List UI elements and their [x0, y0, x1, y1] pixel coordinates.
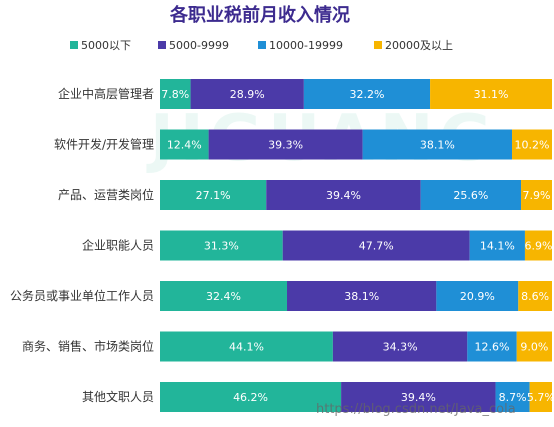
value-label-5-3: 9.0% [520, 341, 548, 354]
bar-segment-2-0 [160, 180, 267, 210]
value-label-0-3: 31.1% [474, 88, 509, 101]
chart-title: 各职业税前月收入情况 [169, 4, 350, 26]
bar-segment-1-2 [362, 129, 513, 160]
bar-segment-0-3 [430, 79, 552, 109]
legend-label-3: 20000及以上 [385, 39, 453, 52]
value-label-5-2: 12.6% [475, 341, 510, 354]
value-label-4-3: 8.6% [521, 290, 549, 303]
legend-swatch-2 [258, 41, 266, 49]
legend: 5000以下 5000-9999 10000-19999 20000及以上 [70, 39, 453, 52]
value-label-5-0: 44.1% [229, 341, 264, 354]
category-label-0: 企业中高层管理者 [58, 86, 154, 101]
bar-segment-6-1 [341, 382, 496, 412]
value-label-4-0: 32.4% [206, 290, 241, 303]
bar-segment-1-3 [512, 129, 552, 160]
bar-segment-4-0 [160, 281, 288, 311]
legend-swatch-3 [374, 41, 382, 49]
value-label-2-1: 39.4% [326, 189, 361, 202]
legend-label-1: 5000-9999 [169, 39, 229, 52]
value-label-1-1: 39.3% [268, 139, 303, 152]
value-label-0-1: 28.9% [230, 88, 265, 101]
value-label-3-1: 47.7% [359, 240, 394, 253]
bar-segment-6-0 [160, 382, 342, 412]
bar-segment-0-1 [190, 79, 304, 109]
value-label-6-1: 39.4% [401, 391, 436, 404]
value-label-0-2: 32.2% [349, 88, 384, 101]
bar-segment-3-2 [469, 230, 525, 261]
category-label-1: 软件开发/开发管理 [54, 137, 154, 152]
bar-segment-6-3 [529, 382, 552, 412]
value-label-3-0: 31.3% [204, 240, 239, 253]
value-label-2-3: 7.9% [523, 189, 551, 202]
value-label-3-3: 6.9% [524, 240, 552, 253]
bar-segment-6-2 [495, 382, 530, 412]
value-label-2-0: 27.1% [196, 189, 231, 202]
watermark-url: https://blog.csdn.net/Java_cola [316, 402, 516, 417]
value-labels: 7.8% 28.9% 32.2% 31.1% 12.4% 39.3% 38.1% 10.2% 2… [161, 88, 554, 404]
bar-segment-5-1 [332, 331, 468, 362]
bar-segment-0-0 [160, 79, 191, 109]
value-label-2-2: 25.6% [453, 189, 488, 202]
bar-segment-2-1 [266, 180, 421, 210]
bars [160, 79, 552, 412]
legend-label-2: 10000-19999 [269, 39, 343, 52]
value-label-1-2: 38.1% [420, 139, 455, 152]
value-label-1-0: 12.4% [167, 139, 202, 152]
bar-segment-3-0 [160, 230, 283, 261]
value-label-3-2: 14.1% [480, 240, 515, 253]
category-label-2: 产品、运营类岗位 [58, 187, 154, 202]
bar-segment-4-2 [436, 281, 519, 311]
bar-segment-0-2 [303, 79, 431, 109]
legend-label-0: 5000以下 [81, 39, 131, 52]
bar-segment-2-2 [420, 180, 522, 210]
bar-segment-3-1 [282, 230, 470, 261]
value-label-6-0: 46.2% [233, 391, 268, 404]
category-label-6: 其他文职人员 [82, 389, 154, 404]
value-label-4-1: 38.1% [344, 290, 379, 303]
category-label-3: 企业职能人员 [82, 238, 154, 253]
value-label-0-0: 7.8% [161, 88, 189, 101]
bar-segment-1-0 [160, 129, 209, 160]
bar-segment-2-3 [521, 180, 552, 210]
bar-segment-5-2 [467, 331, 517, 362]
bar-segment-3-3 [524, 230, 552, 261]
bar-segment-5-3 [516, 331, 552, 362]
bar-segment-1-1 [208, 129, 363, 160]
value-label-6-2: 8.7% [499, 391, 527, 404]
legend-swatch-1 [158, 41, 166, 49]
value-label-6-3: 5.7% [527, 391, 554, 404]
value-label-1-3: 10.2% [515, 139, 550, 152]
value-label-4-2: 20.9% [460, 290, 495, 303]
bar-segment-4-1 [287, 281, 437, 311]
category-labels: 企业中高层管理者软件开发/开发管理产品、运营类岗位企业职能人员公务员或事业单位工… [10, 86, 154, 404]
bar-segment-4-3 [518, 281, 552, 311]
category-label-4: 公务员或事业单位工作人员 [10, 288, 154, 303]
category-label-5: 商务、销售、市场类岗位 [22, 339, 154, 354]
value-label-5-1: 34.3% [383, 341, 418, 354]
legend-swatch-0 [70, 41, 78, 49]
bar-segment-5-0 [160, 331, 333, 362]
